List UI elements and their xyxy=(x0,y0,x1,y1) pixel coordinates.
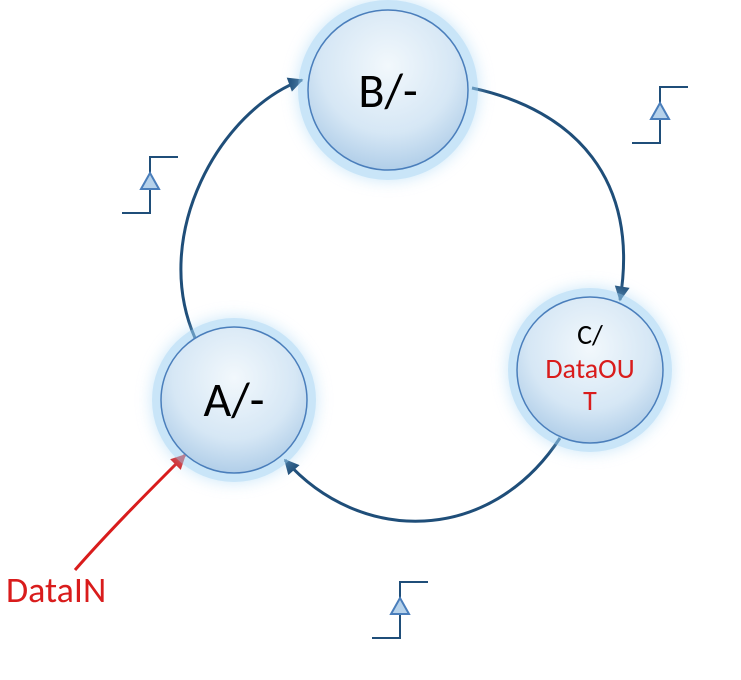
edge-b-c xyxy=(472,88,624,300)
edge-a-b xyxy=(181,80,302,338)
state-diagram: DataIN A/- B/- C/ DataOU T xyxy=(0,0,741,680)
input-label: DataIN xyxy=(6,568,106,612)
node-c-label: C/ xyxy=(577,317,603,352)
node-c-output-line2: T xyxy=(583,383,597,418)
node-c-output-line1: DataOU xyxy=(545,351,634,386)
node-a: A/- xyxy=(152,318,316,482)
clock-icon-3 xyxy=(372,582,428,638)
node-a-label: A/- xyxy=(203,370,264,429)
clock-icon-1 xyxy=(122,157,178,213)
clock-icon-2 xyxy=(632,87,688,143)
node-b-label: B/- xyxy=(358,61,417,120)
node-c: C/ DataOU T xyxy=(508,288,672,452)
node-b: B/- xyxy=(298,0,478,180)
input-arrow: DataIN xyxy=(6,455,185,612)
edge-c-a xyxy=(285,438,560,521)
